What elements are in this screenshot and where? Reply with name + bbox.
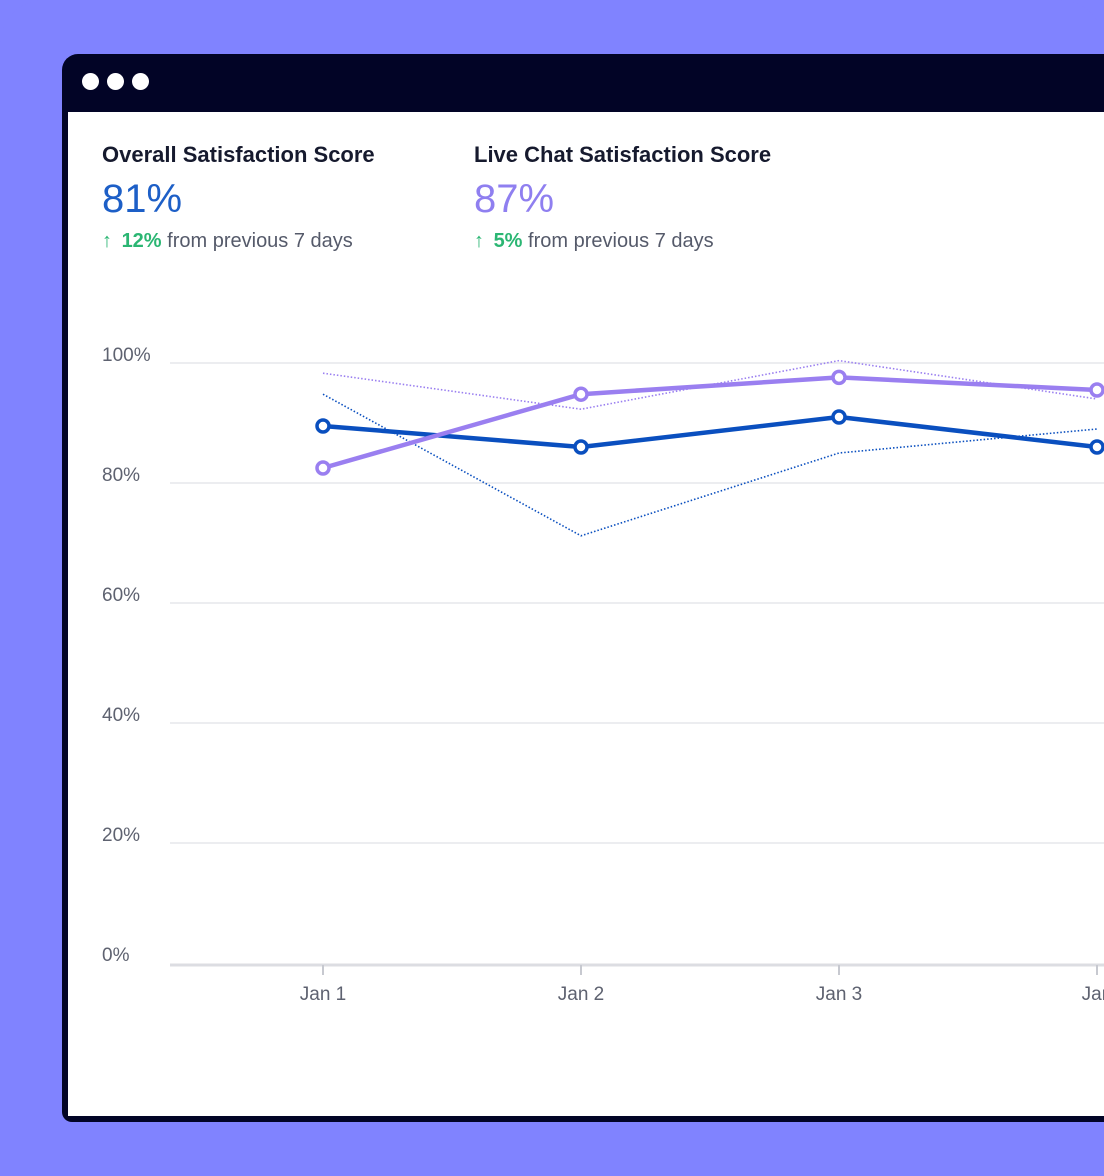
live_chat-point — [1089, 382, 1104, 398]
overall-point — [831, 409, 847, 425]
y-tick-label: 40% — [102, 705, 140, 726]
overall-line — [320, 414, 1100, 450]
metric-value: 81% — [102, 177, 183, 221]
y-tick-label: 0% — [102, 945, 130, 966]
overall-satisfaction-metric: Overall Satisfaction Score 81% ↑ 12% fro… — [102, 142, 375, 253]
live_chat-point — [831, 369, 847, 386]
metric-change-suffix: from previous 7 days — [528, 230, 714, 252]
live_chat-line — [320, 375, 1100, 471]
live_chat-point — [573, 386, 589, 402]
overall-point — [573, 439, 589, 455]
window-dot-icon[interactable] — [82, 73, 99, 90]
overall-point — [1089, 439, 1104, 455]
x-tick-label: Jan — [1082, 984, 1104, 1005]
metric-change-suffix: from previous 7 days — [167, 230, 353, 252]
metric-change-value: 5% — [493, 230, 523, 252]
y-tick-label: 80% — [102, 465, 140, 486]
dashboard-content: Overall Satisfaction Score 81% ↑ 12% fro… — [68, 112, 1104, 1116]
metric-value: 87% — [474, 177, 555, 221]
metric-change: ↑ 12% from previous 7 days — [102, 230, 375, 253]
x-tick-label: Jan 1 — [300, 984, 346, 1005]
window-dot-icon[interactable] — [107, 73, 124, 90]
y-tick-label: 60% — [102, 585, 140, 606]
metric-change: ↑ 5% from previous 7 days — [474, 230, 771, 253]
metric-title: Live Chat Satisfaction Score — [474, 142, 772, 167]
window-dot-icon[interactable] — [132, 73, 149, 90]
arrow-up-icon: ↑ — [474, 230, 484, 252]
overall_previous-line — [322, 393, 1098, 537]
x-tick-label: Jan 2 — [558, 984, 604, 1005]
metric-title: Overall Satisfaction Score — [102, 142, 375, 167]
arrow-up-icon: ↑ — [102, 230, 112, 252]
y-tick-label: 20% — [102, 825, 140, 846]
x-tick-label: Jan 3 — [816, 984, 862, 1005]
y-tick-label: 100% — [102, 345, 151, 366]
live_chat-point — [315, 460, 331, 476]
live_chat_previous-line — [322, 359, 1098, 411]
metric-change-value: 12% — [121, 230, 162, 252]
live-chat-satisfaction-metric: Live Chat Satisfaction Score 87% ↑ 5% fr… — [474, 142, 771, 253]
overall-point — [315, 418, 331, 434]
window-titlebar — [62, 54, 1104, 112]
browser-window: Overall Satisfaction Score 81% ↑ 12% fro… — [62, 54, 1104, 1122]
